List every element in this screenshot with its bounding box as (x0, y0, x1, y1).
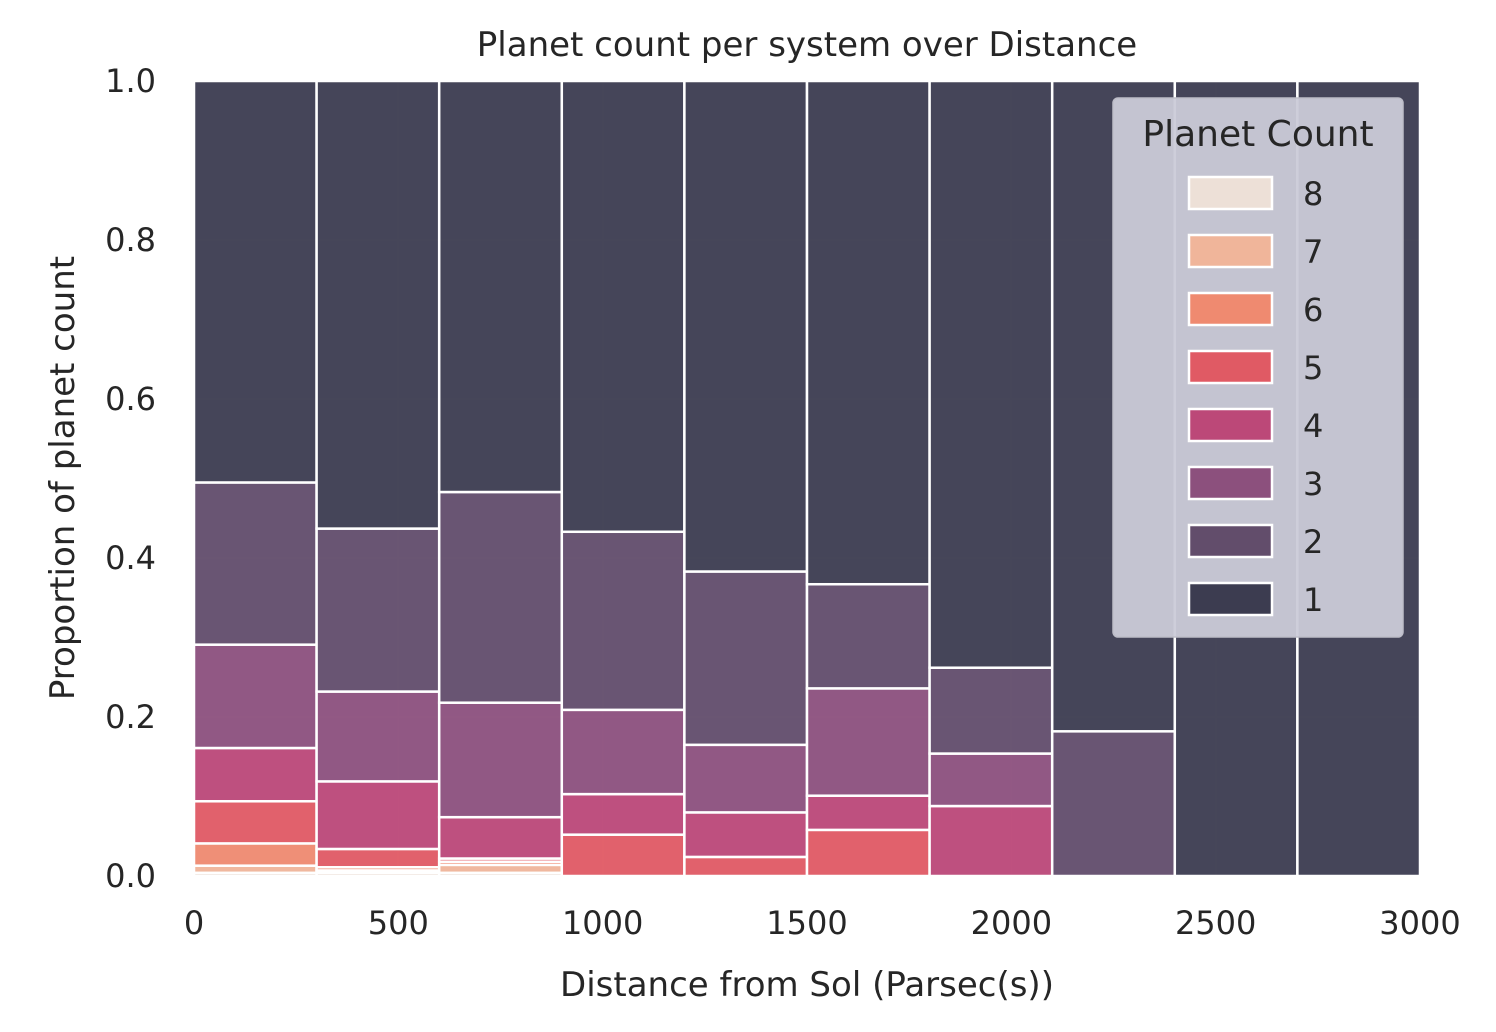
bar-segment-2 (192, 481, 318, 646)
y-axis-title: Proportion of planet count (43, 256, 83, 700)
bar-segment-2 (1050, 730, 1177, 878)
bar-segment-3 (683, 743, 809, 814)
x-tick-labels: 0 500 1000 1500 2000 2500 3000 (184, 904, 1461, 942)
legend-swatch-4 (1187, 407, 1274, 443)
bar-segment-3 (560, 708, 686, 796)
bar-segment-6 (192, 842, 318, 867)
bar-segment-2 (437, 490, 564, 704)
legend-label-2: 2 (1303, 523, 1323, 561)
bar-segment-4 (928, 804, 1054, 878)
x-tick-label: 3000 (1379, 904, 1460, 942)
legend-label-8: 8 (1303, 175, 1323, 213)
bar-segment-2 (560, 530, 686, 712)
legend-label-6: 6 (1303, 291, 1323, 329)
bar-segment-3 (805, 687, 931, 797)
bar-segment-5 (560, 833, 686, 878)
bar-segment-5 (683, 855, 809, 878)
y-tick-label: 0.6 (105, 380, 156, 418)
bar-segment-4 (315, 780, 441, 851)
legend-swatch-7 (1187, 233, 1274, 269)
legend-label-5: 5 (1303, 349, 1323, 387)
bar-segment-3 (928, 752, 1054, 808)
legend-swatch-3 (1187, 465, 1274, 501)
bar-segment-3 (192, 643, 318, 750)
y-tick-label: 0.4 (105, 539, 156, 577)
bar-segment-1 (315, 79, 441, 530)
bar-segment-1 (805, 79, 931, 586)
bar-segment-1 (192, 79, 318, 484)
legend-label-3: 3 (1303, 465, 1323, 503)
y-tick-label: 0.8 (105, 221, 156, 259)
x-tick-label: 1500 (766, 904, 847, 942)
y-tick-label: 0.0 (105, 857, 156, 895)
y-tick-label: 1.0 (105, 62, 156, 100)
legend-swatch-5 (1187, 349, 1274, 385)
legend-swatch-8 (1187, 175, 1274, 211)
bar-segment-3 (315, 690, 441, 783)
bar-segment-5 (315, 847, 441, 869)
bar-segment-4 (805, 794, 931, 832)
bar-segment-5 (192, 800, 318, 845)
bar-segment-4 (192, 746, 318, 803)
legend-swatch-1 (1187, 581, 1274, 617)
bar-segment-1 (560, 79, 686, 534)
legend-label-1: 1 (1303, 581, 1323, 619)
legend-label-4: 4 (1303, 407, 1323, 445)
bar-segment-2 (928, 666, 1054, 755)
bar-segment-4 (560, 792, 686, 836)
x-axis-title: Distance from Sol (Parsec(s)) (560, 965, 1054, 1005)
bar-segment-2 (805, 582, 931, 690)
bar-segment-1 (683, 79, 809, 573)
x-tick-label: 500 (368, 904, 429, 942)
bar-segment-4 (437, 815, 564, 860)
y-tick-labels: 0.0 0.2 0.4 0.6 0.8 1.0 (105, 62, 156, 895)
bar-segment-4 (683, 811, 809, 859)
x-tick-label: 2500 (1175, 904, 1256, 942)
bar-segment-5 (805, 828, 931, 878)
x-tick-label: 1000 (562, 904, 643, 942)
y-tick-label: 0.2 (105, 698, 156, 736)
bar-segment-1 (928, 79, 1054, 669)
x-tick-label: 2000 (971, 904, 1052, 942)
chart-title: Planet count per system over Distance (477, 25, 1137, 65)
legend-items: 8 7 6 5 4 3 2 1 (1187, 175, 1323, 619)
bar-segment-1 (437, 79, 564, 494)
legend-label-7: 7 (1303, 233, 1323, 271)
bar-segment-3 (437, 701, 564, 819)
legend-swatch-2 (1187, 523, 1274, 559)
legend: Planet Count 8 7 6 5 4 3 2 1 (1112, 97, 1404, 638)
x-tick-label: 0 (184, 904, 204, 942)
legend-swatch-6 (1187, 291, 1274, 327)
bar-segment-2 (683, 570, 809, 747)
legend-title: Planet Count (1142, 114, 1373, 155)
bar-segment-2 (315, 527, 441, 693)
